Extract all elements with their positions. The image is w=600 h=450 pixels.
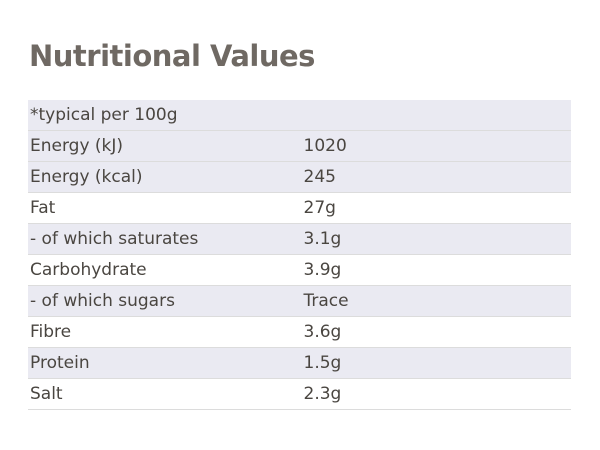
nutrient-value: 2.3g	[299, 378, 571, 410]
table-row: Salt 2.3g	[28, 378, 571, 410]
table-row: Carbohydrate 3.9g	[28, 254, 571, 286]
typical-per-label: *typical per 100g	[28, 100, 571, 131]
table-row: Fibre 3.6g	[28, 316, 571, 348]
nutrient-value: 1.5g	[299, 347, 571, 379]
nutrient-value: 27g	[299, 192, 571, 224]
table-row: Energy (kJ) 1020	[28, 130, 571, 162]
table-row: Protein 1.5g	[28, 347, 571, 379]
nutrient-value: Trace	[299, 285, 571, 317]
table-row: - of which sugars Trace	[28, 285, 571, 317]
nutrient-value: 3.1g	[299, 223, 571, 255]
nutrient-name: Salt	[28, 378, 300, 410]
nutrient-value: 1020	[299, 130, 571, 162]
nutrient-name: Carbohydrate	[28, 254, 300, 286]
nutrient-value: 3.9g	[299, 254, 571, 286]
table-row: Energy (kcal) 245	[28, 161, 571, 193]
nutrient-value: 245	[299, 161, 571, 193]
nutrient-name: Protein	[28, 347, 300, 379]
nutrient-name: Fat	[28, 192, 300, 224]
table-header-row: *typical per 100g	[28, 100, 571, 131]
nutrition-table: *typical per 100g Energy (kJ) 1020 Energ…	[28, 100, 571, 410]
nutrient-name: Energy (kJ)	[28, 130, 300, 162]
nutrient-name: - of which sugars	[28, 285, 300, 317]
table-row: - of which saturates 3.1g	[28, 223, 571, 255]
nutrient-name: Energy (kcal)	[28, 161, 300, 193]
nutrient-value: 3.6g	[299, 316, 571, 348]
nutrient-name: - of which saturates	[28, 223, 300, 255]
nutrient-name: Fibre	[28, 316, 300, 348]
table-row: Fat 27g	[28, 192, 571, 224]
page-title: Nutritional Values	[29, 39, 315, 73]
